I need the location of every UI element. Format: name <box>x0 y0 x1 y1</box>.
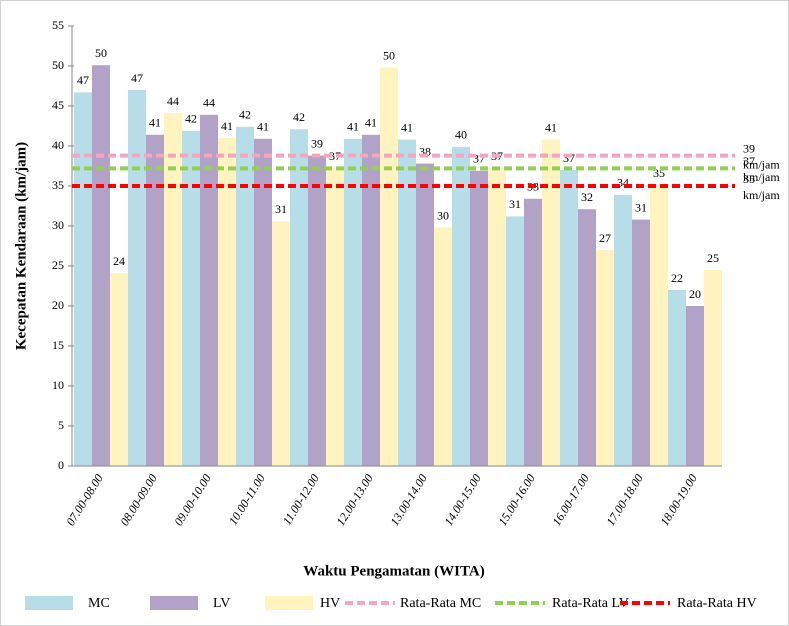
bar <box>110 273 128 466</box>
data-label: 47 <box>77 73 89 87</box>
bar <box>326 168 344 466</box>
data-label: 42 <box>239 108 251 122</box>
average-label: 39 <box>743 141 755 155</box>
bar <box>362 134 380 467</box>
data-label: 50 <box>383 48 395 62</box>
legend-label: HV <box>320 596 340 611</box>
legend-swatch <box>25 596 73 610</box>
data-label: 27 <box>599 231 611 245</box>
bar <box>488 168 506 466</box>
bar <box>146 134 164 467</box>
y-tick-label: 45 <box>52 98 64 112</box>
bar <box>290 129 308 466</box>
y-axis-title: Kecepatan Kendaraan (km/jam) <box>13 142 29 350</box>
data-label: 22 <box>671 271 683 285</box>
y-tick-label: 35 <box>52 178 64 192</box>
bar <box>308 155 326 466</box>
bar <box>182 130 200 467</box>
bar <box>200 114 218 467</box>
data-label: 41 <box>347 120 359 134</box>
data-label: 20 <box>689 287 701 301</box>
legend-label: Rata-Rata HV <box>677 596 757 611</box>
y-tick-label: 40 <box>52 138 64 152</box>
average-unit: km/jam <box>743 188 780 202</box>
data-label: 44 <box>203 96 215 110</box>
bar <box>92 65 110 466</box>
bar <box>506 216 524 466</box>
data-label: 31 <box>635 200 647 214</box>
legend-label: Rata-Rata MC <box>400 596 481 611</box>
bar <box>254 138 272 467</box>
data-label: 41 <box>401 120 413 134</box>
data-label: 32 <box>581 190 593 204</box>
data-label: 31 <box>275 202 287 216</box>
data-label: 41 <box>257 120 269 134</box>
legend-label: LV <box>213 596 230 611</box>
bar <box>578 209 596 466</box>
bar <box>398 139 416 466</box>
bar <box>272 221 290 466</box>
bar <box>344 138 362 467</box>
bar <box>434 227 452 466</box>
bar <box>452 146 470 467</box>
bar <box>596 250 614 466</box>
bar <box>470 170 488 467</box>
bar <box>380 67 398 466</box>
data-label: 40 <box>455 128 467 142</box>
data-label: 41 <box>149 116 161 130</box>
data-label: 41 <box>545 120 557 134</box>
data-label: 41 <box>365 116 377 130</box>
legend-label: Rata-Rata LV <box>552 596 629 611</box>
data-label: 47 <box>131 71 143 85</box>
legend-swatch <box>150 596 198 610</box>
data-label: 41 <box>221 119 233 133</box>
y-tick-label: 10 <box>52 378 64 392</box>
data-label: 44 <box>167 94 179 108</box>
bar <box>704 270 722 466</box>
legend-swatch <box>265 596 313 610</box>
legend-label: MC <box>88 596 110 611</box>
average-label: 35 <box>743 172 755 186</box>
bar <box>74 92 92 467</box>
data-label: 37 <box>563 151 575 165</box>
y-tick-label: 0 <box>58 458 64 472</box>
bar <box>632 219 650 466</box>
data-label: 50 <box>95 46 107 60</box>
bar <box>164 113 182 466</box>
bar <box>236 126 254 467</box>
y-tick-label: 25 <box>52 258 64 272</box>
bar <box>560 170 578 466</box>
bar <box>218 138 236 466</box>
y-tick-label: 55 <box>52 18 64 32</box>
data-label: 42 <box>293 110 305 124</box>
y-tick-label: 15 <box>52 338 64 352</box>
y-tick-label: 5 <box>58 418 64 432</box>
x-axis-title: Waktu Pengamatan (WITA) <box>303 563 484 579</box>
bar <box>614 194 632 467</box>
data-label: 37 <box>329 149 341 163</box>
average-unit: km/jam <box>743 157 780 171</box>
y-tick-label: 30 <box>52 218 64 232</box>
data-label: 24 <box>113 254 125 268</box>
bar <box>686 306 704 466</box>
data-label: 25 <box>707 251 719 265</box>
bar <box>128 90 146 466</box>
data-label: 39 <box>311 136 323 150</box>
data-label: 30 <box>437 208 449 222</box>
data-label: 42 <box>185 112 197 126</box>
data-label: 31 <box>509 197 521 211</box>
average-label: 37 <box>743 154 755 168</box>
y-tick-label: 50 <box>52 58 64 72</box>
bar <box>416 163 434 466</box>
bar <box>650 185 668 466</box>
bar <box>668 290 686 466</box>
bar <box>542 139 560 466</box>
bar <box>524 198 542 467</box>
y-tick-label: 20 <box>52 298 64 312</box>
average-unit: km/jam <box>743 170 780 184</box>
